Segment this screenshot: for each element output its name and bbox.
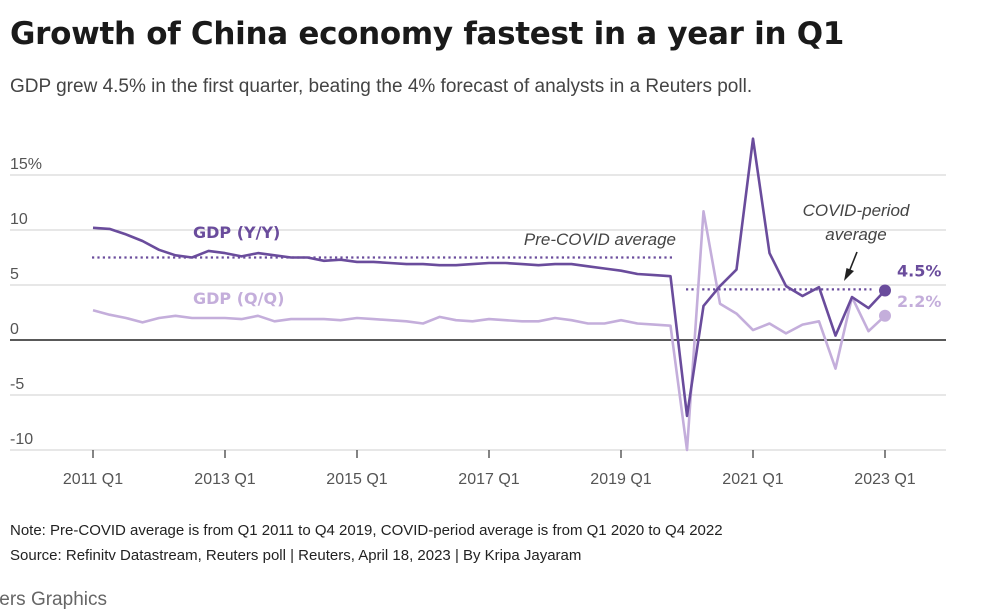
grid-layer: 15% 10 5 0 -5 -10 [10, 156, 946, 451]
x-tick-label: 2019 Q1 [590, 471, 651, 488]
page-title: Growth of China economy fastest in a yea… [10, 16, 845, 52]
x-tick-label: 2013 Q1 [194, 471, 255, 488]
pre-covid-average-label: Pre-COVID average [524, 230, 676, 249]
x-tick-label: 2011 Q1 [63, 471, 123, 488]
y-tick-label: 5 [10, 266, 19, 283]
gdp-line-chart: 15% 10 5 0 -5 -10 Pre-COVID average COVID-peri… [10, 137, 946, 488]
y-tick-label: 10 [10, 211, 28, 228]
chart-note: Note: Pre-COVID average is from Q1 2011 … [10, 522, 723, 539]
x-tick-label: 2021 Q1 [722, 471, 783, 488]
graphics-credit: ters Graphics [0, 589, 107, 610]
series-end-point [879, 309, 891, 322]
y-tick-label: 0 [10, 321, 19, 338]
y-tick-label: 15% [10, 156, 42, 173]
x-tick-label: 2015 Q1 [326, 471, 387, 488]
page-subtitle: GDP grew 4.5% in the first quarter, beat… [10, 76, 753, 97]
series-line [92, 210, 886, 452]
series-label-gdp-qq: GDP (Q/Q) [193, 289, 284, 308]
series-end-point [879, 284, 891, 297]
x-tick-label: 2017 Q1 [458, 471, 519, 488]
series-line [92, 137, 886, 418]
y-tick-label: -10 [10, 431, 33, 448]
x-axis: 2011 Q1 2013 Q1 2015 Q1 2017 Q1 2019 Q1 2021 … [63, 450, 916, 488]
y-tick-label: -5 [10, 376, 24, 393]
x-tick-label: 2023 Q1 [854, 471, 915, 488]
end-label-gdp-qq: 2.2% [897, 292, 941, 311]
covid-average-label: COVID-period average [803, 201, 910, 244]
end-label-gdp-yy: 4.5% [897, 262, 941, 281]
series-layer: GDP (Q/Q) 2.2% GDP (Y/Y) 4.5% [92, 137, 941, 452]
arrow-head [844, 268, 854, 281]
annotation-arrow [848, 251, 858, 273]
series-label-gdp-yy: GDP (Y/Y) [193, 223, 280, 242]
reference-lines: Pre-COVID average COVID-period average [92, 201, 910, 291]
chart-source: Source: Refinitv Datastream, Reuters pol… [10, 547, 582, 564]
